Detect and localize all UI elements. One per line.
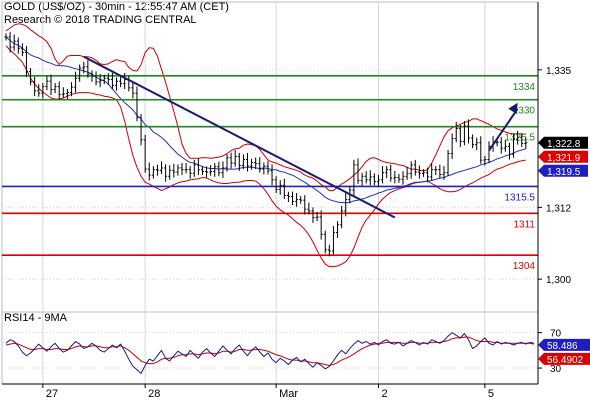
bollinger-upper-line [5,23,526,192]
level-label: 1325.5 [504,133,535,144]
bollinger-lower-line [5,45,526,268]
level-label: 1330 [513,106,536,117]
chart-title: GOLD (US$/OZ) - 30min - 12:55:47 AM (CET… [4,1,229,13]
level-label: 1304 [513,261,536,272]
rsi-badge-label: 56.4902 [547,355,584,366]
rsi-title: RSI14 - 9MA [4,312,67,324]
research-credit: Research © 2018 TRADING CENTRAL [4,14,197,26]
level-label: 1311 [513,219,535,230]
bollinger-layer [5,23,526,268]
y-tick-label: 1,312 [546,203,571,214]
price-panel-frame [1,1,539,313]
rsi-line [5,332,535,374]
price-badge-label: 1,319.5 [547,167,581,178]
price-badge-label: 1,321.9 [547,153,581,164]
y-tick-label: 1,335 [546,66,571,77]
rsi-layer: 58.486 56.4902 [5,332,590,374]
x-tick-label: Mar [279,388,298,400]
moving-average-line [5,36,526,204]
downtrend-line [83,55,396,219]
x-tick-label: 28 [148,388,160,400]
rsi-tick-label: 30 [550,364,562,375]
price-badge [538,164,588,177]
level-label: 1334 [513,82,536,93]
price-badge-label: 1,322.8 [547,139,581,150]
forecast-arrow-head [508,102,518,114]
price-badge [538,150,588,163]
forecast-arrow-shaft [488,108,519,152]
rsi-panel-frame [1,311,539,385]
x-tick-label: 5 [488,388,494,400]
x-tick-label: 2 [381,388,387,400]
y-tick-label: 1,300 [546,275,571,286]
x-tick-label: 27 [46,388,58,400]
rsi-tick-label: 70 [550,329,562,340]
level-label: 1315.5 [504,192,535,203]
levels-layer: 1334 1330 1325.5 1315.5 1311 1304 [2,75,538,272]
price-badge [538,136,588,149]
rsi-badge-label: 58.486 [547,341,578,352]
annotation-layer [83,55,519,219]
grid-layer [1,1,539,385]
rsi-ma-line [5,336,535,366]
price-layer [4,31,528,257]
rsi-badge [538,338,590,351]
rsi-badge [538,352,590,365]
